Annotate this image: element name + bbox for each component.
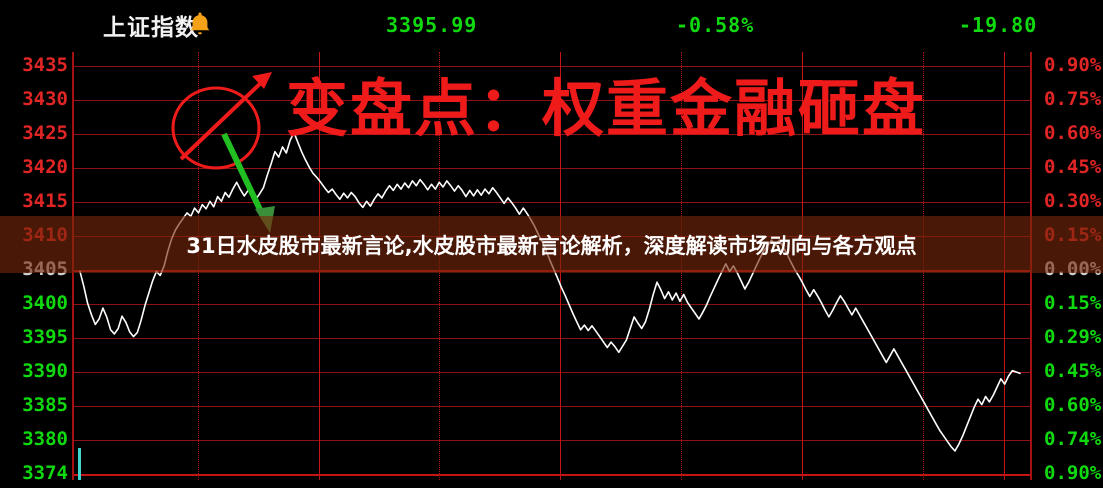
grid-line-horizontal xyxy=(74,202,1030,203)
price-tick-label: 3374 xyxy=(22,462,68,484)
percent-tick-label: 0.90% xyxy=(1044,54,1102,76)
change-percent-value: -0.58% xyxy=(676,13,755,37)
grid-line-horizontal xyxy=(74,304,1030,305)
percent-tick-label: 0.60% xyxy=(1044,394,1102,416)
grid-line-horizontal xyxy=(74,440,1030,441)
grid-line-horizontal xyxy=(74,474,1030,476)
grid-line-horizontal xyxy=(74,66,1030,67)
grid-line-horizontal xyxy=(74,372,1030,373)
grid-line-horizontal xyxy=(74,168,1030,169)
percent-tick-label: 0.74% xyxy=(1044,428,1102,450)
index-name-label: 上证指数 xyxy=(103,14,199,40)
price-tick-label: 3415 xyxy=(22,190,68,212)
price-tick-label: 3425 xyxy=(22,122,68,144)
bell-icon xyxy=(190,12,210,35)
percent-tick-label: 0.15% xyxy=(1044,292,1102,314)
percent-tick-label: 0.29% xyxy=(1044,326,1102,348)
volume-bar xyxy=(78,448,81,480)
change-absolute-value: -19.80 xyxy=(959,13,1038,37)
percent-tick-label: 0.45% xyxy=(1044,156,1102,178)
percent-tick-label: 0.75% xyxy=(1044,88,1102,110)
last-price-value: 3395.99 xyxy=(386,13,478,37)
chart-header: 上证指数 3395.99 -0.58% -19.80 xyxy=(0,0,1103,48)
caption-text: 31日水皮股市最新言论,水皮股市最新言论解析，深度解读市场动向与各方观点 xyxy=(186,233,917,258)
grid-line-horizontal xyxy=(74,100,1030,101)
price-tick-label: 3380 xyxy=(22,428,68,450)
percent-tick-label: 0.45% xyxy=(1044,360,1102,382)
price-tick-label: 3430 xyxy=(22,88,68,110)
grid-line-horizontal xyxy=(74,406,1030,407)
grid-line-horizontal xyxy=(74,338,1030,339)
price-tick-label: 3400 xyxy=(22,292,68,314)
price-tick-label: 3420 xyxy=(22,156,68,178)
price-tick-label: 3435 xyxy=(22,54,68,76)
caption-band xyxy=(0,216,1103,273)
annotation-title: 变盘点：权重金融砸盘 xyxy=(286,72,927,145)
price-tick-label: 3390 xyxy=(22,360,68,382)
price-tick-label: 3395 xyxy=(22,326,68,348)
price-tick-label: 3385 xyxy=(22,394,68,416)
percent-tick-label: 0.30% xyxy=(1044,190,1102,212)
percent-tick-label: 0.90% xyxy=(1044,462,1102,484)
percent-tick-label: 0.60% xyxy=(1044,122,1102,144)
